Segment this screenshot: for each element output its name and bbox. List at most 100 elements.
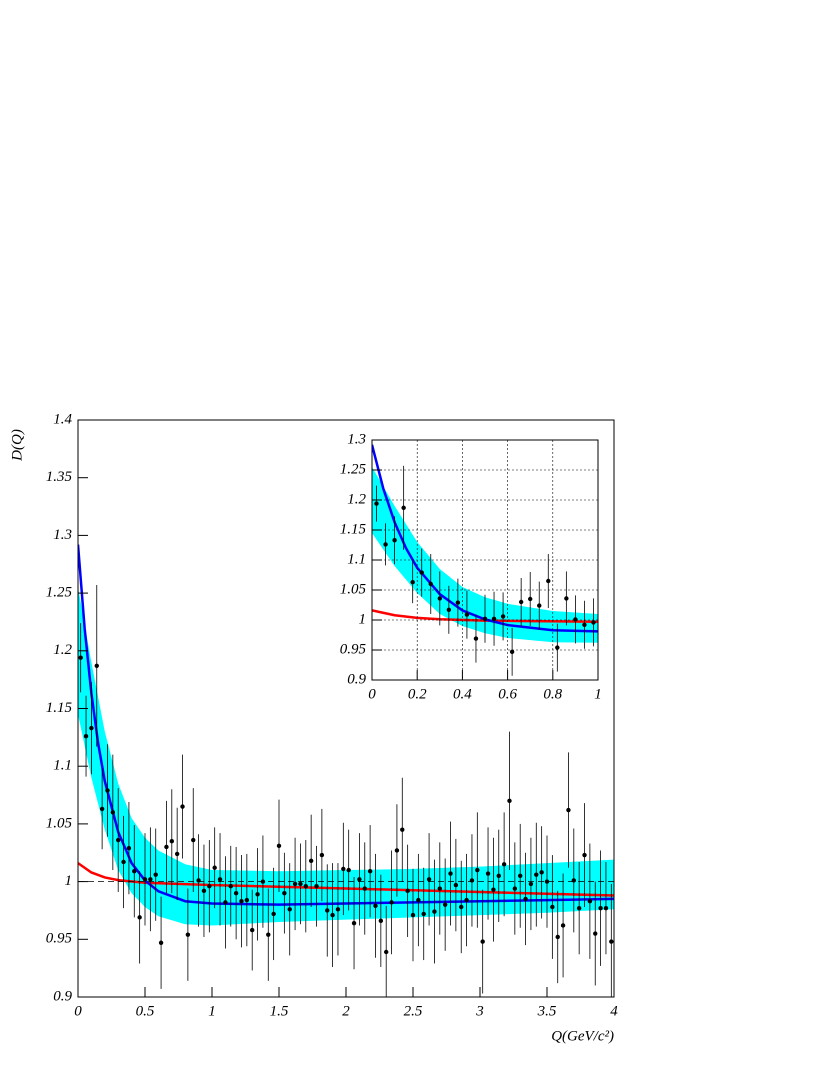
data-point [475,867,480,873]
data-point [473,636,479,641]
y-tick-label: 1.1 [347,551,366,567]
y-tick-label: 1.25 [340,461,367,477]
x-tick-label: 2 [342,1003,350,1019]
data-point [169,839,174,844]
data-point [201,888,207,894]
data-point [534,872,539,877]
y-tick-label: 1.3 [347,431,366,447]
data-point [455,600,461,605]
data-point [591,620,596,625]
x-tick-label: 2.5 [404,1003,423,1019]
data-point [410,912,416,918]
data-point [142,877,148,882]
plot-content [78,544,614,997]
data-point [367,869,373,874]
fit-curve [78,544,614,906]
data-point [453,882,459,888]
data-point [509,649,515,654]
data-point [223,900,228,905]
data-point [346,867,351,873]
data-point [560,923,566,928]
data-point [528,596,533,602]
data-point [78,655,83,660]
y-tick-label: 1.2 [347,491,366,507]
confidence-band [372,467,598,643]
data-point [244,897,250,903]
data-point [308,858,314,864]
data-point [428,581,433,587]
data-point [132,869,137,874]
data-point [432,909,437,914]
data-point [401,505,406,510]
data-point [518,873,523,879]
data-point [191,837,196,843]
data-point [603,905,609,911]
x-tick-label: 0.8 [543,686,562,702]
y-tick-label: 1.1 [53,758,72,774]
data-point [83,733,89,739]
data-point [419,570,424,575]
data-point [298,881,303,887]
y-tick-label: 1.25 [46,585,73,601]
data-point [609,939,614,944]
data-point [271,911,276,917]
data-point [507,798,512,804]
data-point [400,827,405,832]
data-point [110,810,116,815]
data-point [174,851,180,857]
data-point [185,932,191,937]
data-point [528,881,534,887]
data-point [239,899,244,904]
data-point [537,603,542,608]
data-point [394,848,400,853]
x-tick-label: 4 [610,1003,618,1019]
data-point [180,804,185,809]
y-tick-label: 1.4 [53,411,72,427]
data-point [564,596,569,601]
data-point [335,907,341,912]
data-point [148,877,153,882]
inset-plot: 0 0.2 0.4 0.6 0.8 1 0.9 0.95 1 1.05 1.1 1.15 1.2 1.25… [340,431,602,702]
data-point [593,931,598,936]
x-tick-label: 0 [74,1003,82,1019]
data-point [282,890,287,896]
data-point [392,538,397,543]
data-point [587,899,593,904]
data-point [383,542,388,547]
data-point [378,918,384,924]
data-point [426,877,432,882]
data-point [523,896,528,902]
data-point [518,599,524,605]
plot-content [372,444,598,676]
data-point [212,865,217,870]
y-tick-label: 0.95 [46,931,73,947]
x-axis-label: Q(GeV/c²) [551,1028,614,1044]
data-point [351,920,357,926]
data-point [266,932,271,937]
data-point [539,870,544,875]
data-point [164,844,169,850]
x-tick-label: 3.5 [537,1003,557,1019]
data-point [544,879,550,884]
y-tick-label: 1.2 [53,642,72,658]
data-point [480,939,485,944]
data-point [357,877,362,882]
plot-frame [371,439,599,681]
data-point [491,616,497,621]
data-point [501,862,507,867]
data-point [374,501,379,506]
data-point [105,788,110,793]
data-point [314,884,319,889]
data-point [287,907,292,912]
data-point [330,912,335,918]
x-tick-label: 0.5 [136,1003,155,1019]
data-point [373,903,378,909]
data-point [446,607,452,612]
data-point [555,934,560,940]
data-point [217,877,223,882]
data-point [319,852,325,858]
data-point [362,886,367,891]
plot-frame [77,419,615,998]
y-tick-label: 0.9 [347,671,366,687]
